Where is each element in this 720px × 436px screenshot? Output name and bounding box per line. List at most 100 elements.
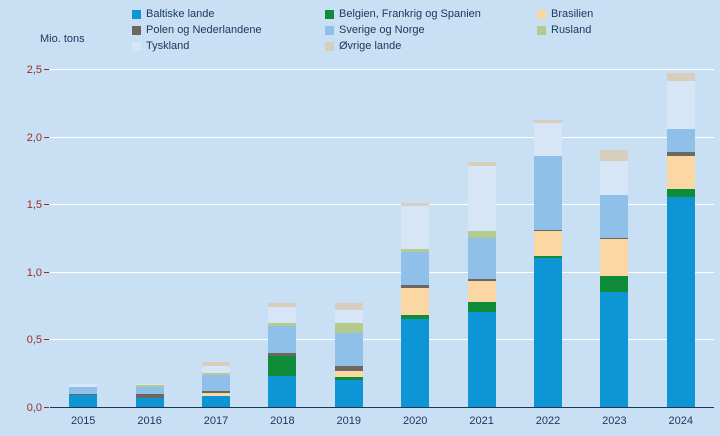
bar-segment <box>600 275 629 293</box>
legend-label: Brasilien <box>551 8 594 20</box>
legend-item: Belgien, Frankrig og Spanien <box>325 6 537 22</box>
y-axis-unit-label: Mio. tons <box>40 33 85 45</box>
x-axis-label: 2020 <box>402 415 428 427</box>
bar-segment <box>534 258 562 407</box>
y-axis-label: 1,0 <box>26 266 42 279</box>
y-axis-label: 1,5 <box>26 199 42 212</box>
bar-segment <box>600 150 629 161</box>
legend-label: Sverige og Norge <box>339 24 425 36</box>
legend-label: Rusland <box>551 24 592 36</box>
bar-column <box>467 162 496 407</box>
y-axis-tick <box>44 271 49 273</box>
bar-segment <box>202 396 230 407</box>
bar-column <box>268 302 297 407</box>
bar-segment <box>268 355 297 376</box>
bar-segment <box>334 377 363 380</box>
legend-swatch-icon <box>537 9 546 19</box>
bar-segment <box>401 251 430 286</box>
bar-segment <box>467 231 496 239</box>
bar-segment <box>534 123 562 156</box>
bar-segment <box>268 302 297 307</box>
bar-segment <box>600 160 629 195</box>
bar-column <box>135 384 164 407</box>
bar-segment <box>467 162 496 167</box>
bar-segment <box>666 73 695 82</box>
bar-segment <box>600 239 629 276</box>
legend-item: Tyskland <box>132 38 325 54</box>
bar-segment <box>401 315 430 320</box>
x-axis-line <box>50 407 714 408</box>
bar-segment <box>268 325 297 353</box>
bar-segment <box>69 394 98 407</box>
y-axis-tick <box>44 407 49 408</box>
bar-column <box>202 362 230 407</box>
bar-segment <box>202 362 230 367</box>
bar-segment <box>268 323 297 326</box>
plot-area: 2015 2016 2017 2018 2019 2020 2021 2022 2023 2024 <box>44 69 714 427</box>
bar-segment <box>401 288 430 316</box>
gridline <box>50 339 714 341</box>
legend-swatch-icon <box>132 41 141 51</box>
bar-segment <box>534 231 562 256</box>
x-axis-label: 2024 <box>668 415 694 427</box>
legend-swatch-icon <box>132 25 141 35</box>
bar-segment <box>202 374 230 391</box>
gridline <box>50 204 714 206</box>
bar-column <box>69 384 98 407</box>
legend-label: Belgien, Frankrig og Spanien <box>339 8 481 20</box>
bar-segment <box>467 166 496 232</box>
bar-segment <box>467 278 496 282</box>
bar-segment <box>135 386 164 394</box>
legend-label: Øvrige lande <box>339 40 402 52</box>
bar-segment <box>268 375 297 407</box>
legend-swatch-icon <box>325 25 334 35</box>
legend-item: Brasilien <box>537 6 677 22</box>
x-axis-label: 2022 <box>535 415 561 427</box>
bar-segment <box>334 323 363 333</box>
bar-segment <box>135 385 164 387</box>
legend-swatch-icon <box>325 9 334 19</box>
bar-segment <box>600 238 629 240</box>
gridline <box>50 136 714 138</box>
bar-segment <box>534 229 562 232</box>
bar-segment <box>334 309 363 324</box>
bar-segment <box>69 386 98 394</box>
x-axis-label: 2023 <box>602 415 627 427</box>
bar-segment <box>334 366 363 371</box>
bar-segment <box>135 393 164 398</box>
bar-column <box>334 302 363 407</box>
y-axis-tick <box>44 339 49 341</box>
bar-segment <box>135 397 164 407</box>
bar-segment <box>666 81 695 129</box>
bar-segment <box>534 155 562 230</box>
y-axis-tick <box>44 69 49 70</box>
gridline <box>50 69 714 70</box>
bar-column <box>534 120 562 407</box>
bar-column <box>666 73 695 407</box>
bar-segment <box>334 379 363 407</box>
x-axis-label: 2019 <box>336 415 362 427</box>
legend-swatch-icon <box>325 41 334 51</box>
y-axis-label: 0,0 <box>26 402 42 414</box>
bar-segment <box>334 370 363 378</box>
legend: Baltiske lande Belgien, Frankrig og Spani… <box>132 6 677 54</box>
legend-swatch-icon <box>132 9 141 19</box>
bar-segment <box>666 189 695 198</box>
bar-segment <box>534 255 562 259</box>
bar-segment <box>69 393 98 395</box>
legend-item: Øvrige lande <box>325 38 537 54</box>
bar-segment <box>666 128 695 152</box>
bar-segment <box>202 393 230 397</box>
bar-segment <box>666 155 695 190</box>
y-axis-label: 2,0 <box>26 131 42 144</box>
bar-segment <box>69 384 98 387</box>
bar-segment <box>600 194 629 239</box>
bar-segment <box>467 301 496 313</box>
legend-label: Baltiske lande <box>146 8 215 20</box>
legend-item: Sverige og Norge <box>325 22 537 38</box>
bar-segment <box>202 390 230 394</box>
bar-segment <box>401 205 430 249</box>
bar-segment <box>334 302 363 310</box>
x-axis-label: 2016 <box>137 415 162 427</box>
y-axis-tick <box>44 204 49 206</box>
